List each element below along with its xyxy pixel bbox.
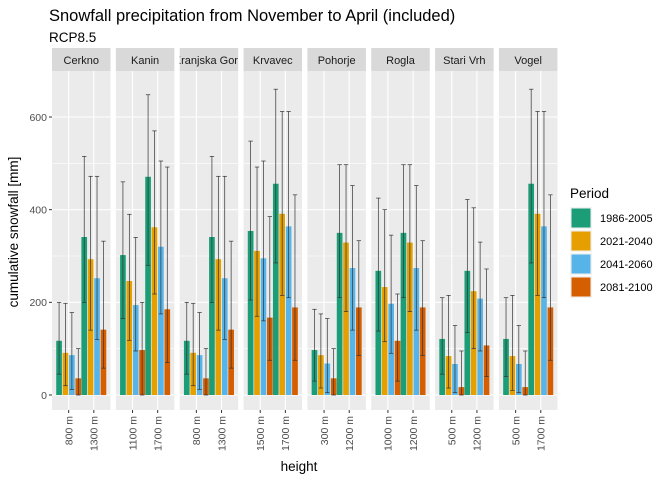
legend-label: 1986-2005 — [600, 213, 653, 225]
y-tick-label: 0 — [41, 390, 47, 402]
facet-strip-label: Cerkno — [64, 55, 99, 67]
facet-strip — [307, 48, 366, 71]
facet-strip-label: Stari Vrh — [443, 55, 485, 67]
x-tick-label: 500 m — [447, 416, 459, 445]
x-tick-label: 1700 m — [280, 416, 292, 451]
bar — [260, 258, 267, 395]
bar — [413, 268, 420, 395]
bar — [151, 227, 158, 395]
y-tick-label: 200 — [29, 297, 47, 309]
bar — [407, 242, 413, 395]
bar — [464, 270, 471, 395]
legend-swatch — [571, 254, 591, 274]
facet-strip-label: Kanin — [131, 55, 159, 67]
x-tick-label: 1000 m — [383, 416, 395, 451]
legend-title: Period — [570, 186, 609, 201]
facet-strip-label: Krvavec — [253, 55, 293, 67]
bar — [254, 250, 260, 395]
facet-strip-label: Rogla — [386, 55, 416, 67]
x-tick-label: 500 m — [510, 416, 522, 445]
bar — [343, 242, 349, 395]
facet-panel-6: Stari Vrh 500 m 1200 m — [435, 48, 494, 451]
facet-strip-label: Vogel — [514, 55, 542, 67]
facet-strip — [371, 48, 430, 71]
legend: Period 1986-2005 2021-2040 2041-2060 2081-2… — [570, 186, 653, 298]
x-tick-label: 1200 m — [472, 416, 484, 451]
legend-swatch — [571, 208, 591, 228]
facet-panel-1: Kanin 1100 m 1700 m — [115, 48, 175, 451]
chart-title: Snowfall precipitation from November to … — [49, 7, 455, 25]
y-axis: 0 200 400 600 — [29, 112, 52, 402]
facet-strip — [435, 48, 494, 71]
bar — [349, 268, 356, 395]
y-tick-label: 400 — [29, 204, 47, 216]
facet-panel-4: Pohorje 300 m 1200 m — [307, 48, 366, 451]
facet-strip — [243, 48, 303, 71]
facet-strip — [115, 48, 175, 71]
facet-strip-label: Pohorje — [318, 55, 356, 67]
bar — [247, 230, 254, 395]
x-tick-label: 1700 m — [536, 416, 548, 451]
legend-label: 2081-2100 — [600, 282, 653, 294]
bar — [209, 237, 215, 395]
facet-strip — [179, 48, 239, 71]
legend-swatch — [571, 277, 591, 297]
chart-subtitle: RCP8.5 — [49, 30, 96, 45]
facet-panel-0: Cerkno 800 m 1300 m — [52, 48, 111, 451]
bar — [81, 237, 88, 395]
bar — [336, 232, 343, 395]
y-axis-title: cumulative snowfall [mm] — [6, 157, 21, 308]
bar — [145, 176, 151, 395]
legend-label: 2041-2060 — [600, 259, 653, 271]
x-tick-label: 1100 m — [127, 416, 139, 450]
bar — [541, 226, 547, 395]
bar — [528, 183, 535, 395]
facet-strip — [498, 48, 558, 71]
facet-panel-5: Rogla 1000 m 1200 m — [371, 48, 430, 451]
legend-swatch — [571, 231, 591, 251]
x-axis-title: height — [281, 459, 318, 474]
x-tick-label: 1200 m — [408, 416, 420, 451]
facet-strip — [52, 48, 111, 71]
x-tick-label: 1300 m — [89, 416, 101, 451]
bar — [272, 183, 279, 395]
bar — [158, 246, 164, 395]
facet-panel-2: Kranjska Gora 800 m 1300 m — [174, 48, 245, 451]
x-tick-label: 1200 m — [344, 416, 356, 451]
bar — [285, 226, 292, 395]
bar — [279, 213, 286, 395]
y-tick-label: 600 — [29, 112, 47, 124]
x-tick-label: 800 m — [191, 416, 203, 445]
facet-panel-7: Vogel 500 m 1700 m — [498, 48, 558, 451]
bar — [375, 270, 382, 395]
facet-panel-3: Krvavec 1500 m 1700 m — [243, 48, 303, 451]
facet-panels: Cerkno 800 m 1300 m Kanin 1100 m 1700 m Kranjs… — [52, 48, 558, 451]
x-tick-label: 1700 m — [152, 416, 164, 451]
x-tick-label: 800 m — [63, 416, 75, 445]
x-tick-label: 1300 m — [216, 416, 228, 451]
x-tick-label: 1500 m — [255, 416, 267, 451]
facet-strip-label: Kranjska Gora — [174, 55, 245, 67]
bar — [534, 213, 541, 395]
bar — [400, 232, 407, 395]
x-tick-label: 300 m — [319, 416, 331, 445]
bar — [120, 255, 126, 395]
legend-label: 2021-2040 — [600, 236, 653, 248]
